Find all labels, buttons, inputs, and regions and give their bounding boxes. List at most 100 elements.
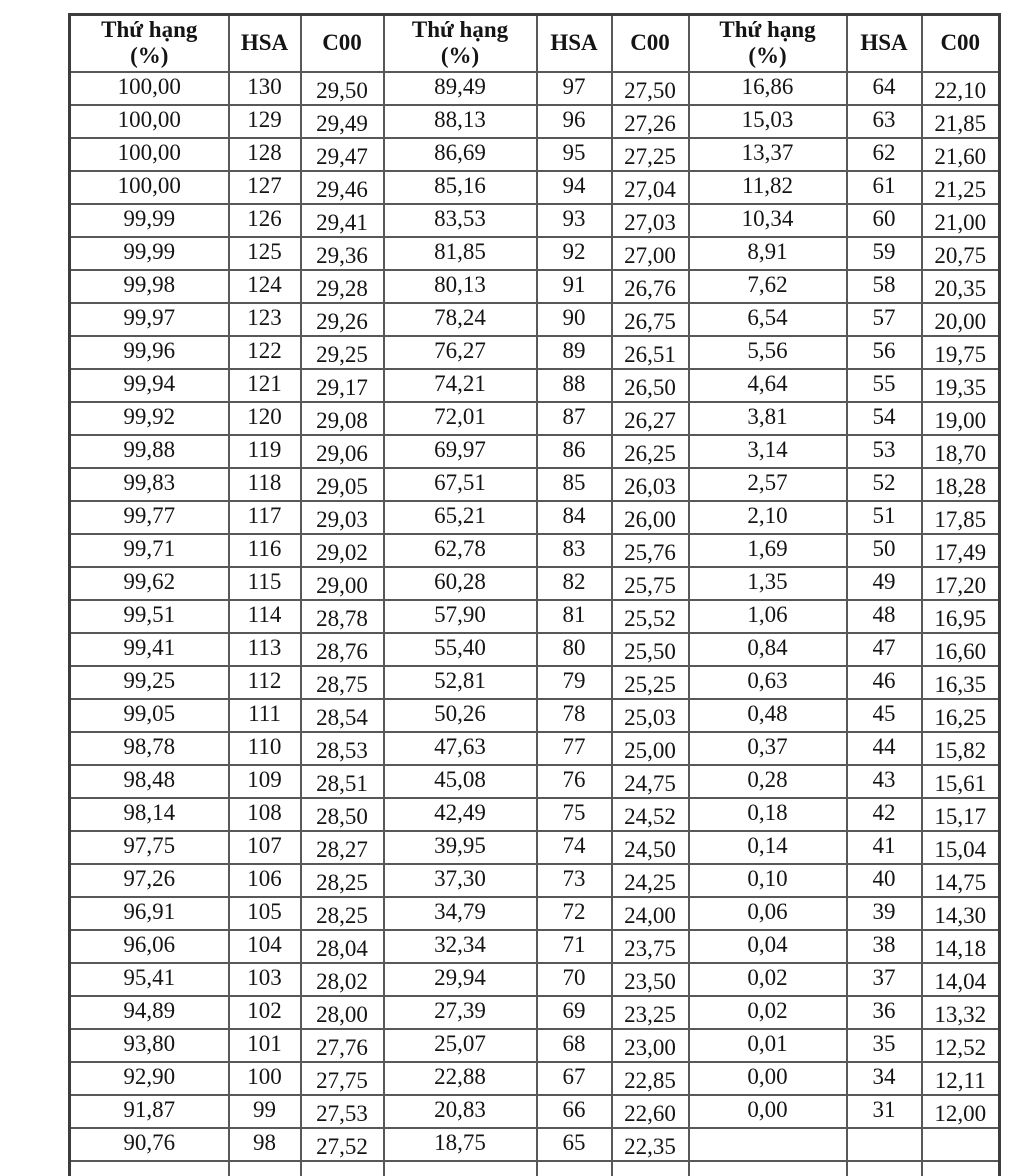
c00-cell: 25,76 xyxy=(610,532,690,568)
c00-cell: 21,25 xyxy=(920,169,1001,205)
rank-cell: 99,25 xyxy=(68,664,230,700)
table-row: 99,77 117 29,03 65,21 84 26,00 2,10 51 17,85 xyxy=(68,499,1001,535)
hsa-cell: 77 xyxy=(535,730,613,766)
hsa-cell: 119 xyxy=(227,433,302,469)
table-row: 93,80 101 27,76 25,07 68 23,00 0,01 35 12,52 xyxy=(68,1027,1001,1063)
header-rank-line1: Thứ hạng xyxy=(101,17,198,43)
c00-cell: 27,50 xyxy=(610,70,690,106)
hsa-cell: 97 xyxy=(535,70,613,106)
table-row: 99,92 120 29,08 72,01 87 26,27 3,81 54 19,00 xyxy=(68,400,1001,436)
table-row: 99,83 118 29,05 67,51 85 26,03 2,57 52 18,28 xyxy=(68,466,1001,502)
hsa-cell: 83 xyxy=(535,532,613,568)
c00-cell: 22,85 xyxy=(610,1060,690,1096)
rank-cell: 99,99 xyxy=(68,202,230,238)
rank-cell: 76,27 xyxy=(382,334,538,370)
rank-cell: 0,37 xyxy=(687,730,848,766)
c00-cell: 26,51 xyxy=(610,334,690,370)
rank-cell: 0,02 xyxy=(687,994,848,1030)
partial-clipped-row xyxy=(68,1159,1001,1176)
rank-cell: 4,64 xyxy=(687,367,848,403)
hsa-cell: 59 xyxy=(845,235,923,271)
c00-cell: 22,35 xyxy=(610,1126,690,1162)
rank-cell: 39,95 xyxy=(382,829,538,865)
empty-cell xyxy=(299,1159,385,1176)
c00-cell xyxy=(920,1126,1001,1162)
hsa-cell: 125 xyxy=(227,235,302,271)
c00-cell: 26,25 xyxy=(610,433,690,469)
rank-cell: 100,00 xyxy=(68,103,230,139)
table-row: 90,76 98 27,52 18,75 65 22,35 xyxy=(68,1126,1001,1162)
rank-cell: 0,01 xyxy=(687,1027,848,1063)
hsa-cell: 85 xyxy=(535,466,613,502)
c00-cell: 15,61 xyxy=(920,763,1001,799)
empty-cell xyxy=(382,1159,538,1176)
hsa-cell: 93 xyxy=(535,202,613,238)
c00-cell: 16,60 xyxy=(920,631,1001,667)
c00-cell: 29,36 xyxy=(299,235,385,271)
c00-cell: 27,75 xyxy=(299,1060,385,1096)
rank-cell: 60,28 xyxy=(382,565,538,601)
c00-cell: 28,25 xyxy=(299,862,385,898)
c00-cell: 15,04 xyxy=(920,829,1001,865)
hsa-cell: 40 xyxy=(845,862,923,898)
c00-cell: 16,35 xyxy=(920,664,1001,700)
hsa-cell: 64 xyxy=(845,70,923,106)
rank-cell: 0,28 xyxy=(687,763,848,799)
table-row: 98,48 109 28,51 45,08 76 24,75 0,28 43 15,61 xyxy=(68,763,1001,799)
hsa-cell: 51 xyxy=(845,499,923,535)
c00-cell: 25,03 xyxy=(610,697,690,733)
c00-cell: 28,51 xyxy=(299,763,385,799)
hsa-cell: 45 xyxy=(845,697,923,733)
hsa-cell: 117 xyxy=(227,499,302,535)
hsa-cell xyxy=(845,1126,923,1162)
rank-cell: 3,14 xyxy=(687,433,848,469)
rank-cell: 2,57 xyxy=(687,466,848,502)
hsa-cell: 123 xyxy=(227,301,302,337)
hsa-cell: 63 xyxy=(845,103,923,139)
table-row: 99,96 122 29,25 76,27 89 26,51 5,56 56 19,75 xyxy=(68,334,1001,370)
hsa-cell: 49 xyxy=(845,565,923,601)
c00-cell: 27,04 xyxy=(610,169,690,205)
rank-cell: 98,78 xyxy=(68,730,230,766)
hsa-cell: 47 xyxy=(845,631,923,667)
table-row: 100,00 127 29,46 85,16 94 27,04 11,82 61 21,25 xyxy=(68,169,1001,205)
hsa-cell: 55 xyxy=(845,367,923,403)
c00-cell: 20,35 xyxy=(920,268,1001,304)
empty-cell xyxy=(227,1159,302,1176)
table-row: 96,91 105 28,25 34,79 72 24,00 0,06 39 14,30 xyxy=(68,895,1001,931)
hsa-cell: 105 xyxy=(227,895,302,931)
c00-cell: 23,25 xyxy=(610,994,690,1030)
rank-cell: 99,99 xyxy=(68,235,230,271)
hsa-cell: 72 xyxy=(535,895,613,931)
c00-cell: 16,25 xyxy=(920,697,1001,733)
hsa-cell: 126 xyxy=(227,202,302,238)
rank-cell: 96,06 xyxy=(68,928,230,964)
hsa-cell: 42 xyxy=(845,796,923,832)
hsa-cell: 108 xyxy=(227,796,302,832)
c00-cell: 25,52 xyxy=(610,598,690,634)
c00-cell: 14,18 xyxy=(920,928,1001,964)
c00-cell: 29,05 xyxy=(299,466,385,502)
hsa-cell: 111 xyxy=(227,697,302,733)
rank-cell: 0,18 xyxy=(687,796,848,832)
hsa-cell: 122 xyxy=(227,334,302,370)
table-row: 99,88 119 29,06 69,97 86 26,25 3,14 53 18,70 xyxy=(68,433,1001,469)
rank-cell: 99,94 xyxy=(68,367,230,403)
hsa-cell: 68 xyxy=(535,1027,613,1063)
c00-cell: 24,75 xyxy=(610,763,690,799)
rank-cell: 37,30 xyxy=(382,862,538,898)
hsa-cell: 99 xyxy=(227,1093,302,1129)
rank-cell xyxy=(687,1126,848,1162)
c00-cell: 28,25 xyxy=(299,895,385,931)
table-row: 94,89 102 28,00 27,39 69 23,25 0,02 36 13,32 xyxy=(68,994,1001,1030)
c00-cell: 12,11 xyxy=(920,1060,1001,1096)
rank-cell: 99,92 xyxy=(68,400,230,436)
rank-cell: 89,49 xyxy=(382,70,538,106)
hsa-cell: 80 xyxy=(535,631,613,667)
hsa-cell: 56 xyxy=(845,334,923,370)
c00-cell: 27,03 xyxy=(610,202,690,238)
rank-cell: 74,21 xyxy=(382,367,538,403)
table-row: 99,62 115 29,00 60,28 82 25,75 1,35 49 17,20 xyxy=(68,565,1001,601)
rank-cell: 99,41 xyxy=(68,631,230,667)
